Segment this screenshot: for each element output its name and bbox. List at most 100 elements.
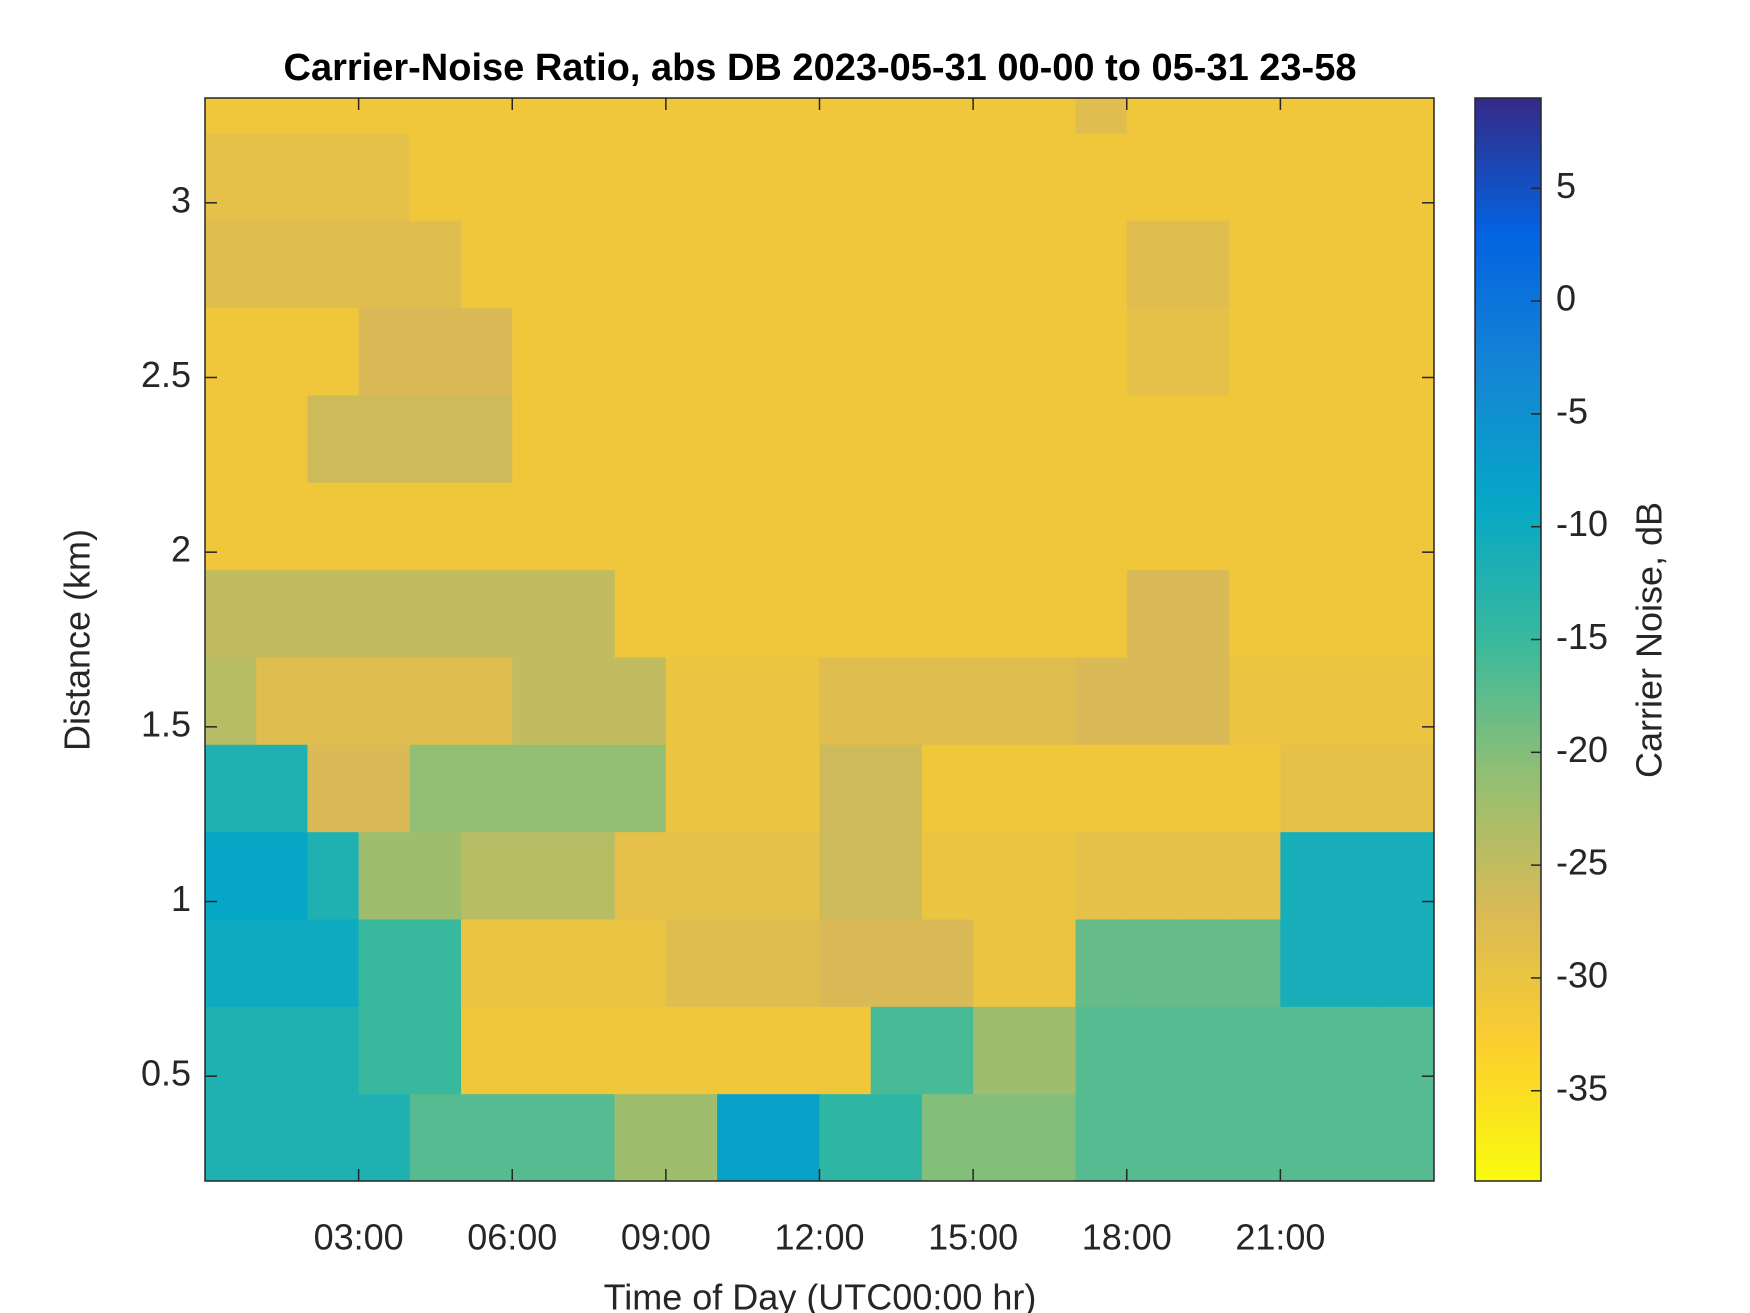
heatmap-cell	[819, 744, 872, 833]
heatmap-cell	[665, 220, 718, 309]
heatmap-cell	[256, 1093, 308, 1182]
heatmap-cell	[665, 656, 718, 745]
heatmap-cell	[819, 132, 872, 221]
heatmap-cell	[205, 394, 257, 483]
heatmap-cell	[1177, 132, 1230, 221]
heatmap-cell	[717, 394, 769, 483]
heatmap-cell	[256, 1006, 308, 1095]
heatmap-cell	[1280, 918, 1333, 1007]
heatmap-cell	[973, 744, 1025, 833]
heatmap-cell	[563, 220, 616, 309]
heatmap-cell	[1331, 307, 1384, 396]
heatmap-cell	[461, 220, 513, 309]
heatmap-cell	[717, 1006, 769, 1095]
heatmap-cell	[1126, 744, 1179, 833]
heatmap-cell	[1075, 220, 1128, 309]
heatmap-cell	[717, 98, 769, 134]
heatmap-cell	[973, 569, 1025, 658]
heatmap-cell	[256, 482, 308, 571]
heatmap-cell	[1331, 918, 1384, 1007]
heatmap-cell	[921, 831, 974, 920]
heatmap-cell	[512, 1006, 564, 1095]
heatmap-cell	[205, 220, 257, 309]
heatmap-cell	[307, 1093, 360, 1182]
heatmap-cell	[307, 1006, 360, 1095]
heatmap-cell	[973, 132, 1025, 221]
heatmap-cell	[614, 132, 667, 221]
heatmap-cell	[256, 569, 308, 658]
colorbar-tick-label: 5	[1556, 165, 1576, 206]
heatmap-cell	[1024, 98, 1077, 134]
y-tick-label: 0.5	[141, 1053, 191, 1094]
heatmap-cell	[563, 132, 616, 221]
heatmap-cell	[717, 831, 769, 920]
heatmap-cell	[409, 98, 462, 134]
heatmap-cell	[921, 656, 974, 745]
heatmap-cell	[870, 744, 923, 833]
heatmap-cell	[1229, 394, 1281, 483]
heatmap-cell	[1331, 656, 1384, 745]
heatmap-cell	[1280, 656, 1333, 745]
colorbar-tick-label: -5	[1556, 390, 1588, 431]
heatmap-cell	[717, 744, 769, 833]
heatmap-cell	[461, 1006, 513, 1095]
heatmap-cell	[409, 394, 462, 483]
heatmap-cell	[358, 744, 411, 833]
heatmap-cell	[1229, 1006, 1281, 1095]
heatmap-cell	[1177, 918, 1230, 1007]
heatmap-cell	[1280, 831, 1333, 920]
heatmap-cell	[1331, 1093, 1384, 1182]
heatmap-cell	[614, 744, 667, 833]
x-axis-label: Time of Day (UTC00:00 hr)	[604, 1277, 1037, 1313]
x-tick-label: 12:00	[774, 1217, 864, 1258]
heatmap-cell	[1280, 482, 1333, 571]
heatmap-cell	[1126, 831, 1179, 920]
heatmap-cell	[461, 394, 513, 483]
heatmap-cell	[665, 569, 718, 658]
heatmap-cell	[1382, 744, 1435, 833]
heatmap-cell	[1229, 132, 1281, 221]
heatmap-cell	[1024, 1093, 1077, 1182]
heatmap-cell	[1382, 132, 1435, 221]
heatmap-cell	[819, 220, 872, 309]
heatmap-cell	[461, 569, 513, 658]
heatmap-cell	[921, 220, 974, 309]
heatmap-cell	[768, 98, 820, 134]
heatmap-cell	[870, 394, 923, 483]
heatmap-cell	[1331, 132, 1384, 221]
heatmap-cell	[768, 744, 820, 833]
heatmap-cell	[973, 1006, 1025, 1095]
heatmap-cell	[768, 918, 820, 1007]
heatmap-cell	[1331, 394, 1384, 483]
heatmap-cell	[1280, 307, 1333, 396]
heatmap-cell	[1280, 569, 1333, 658]
heatmap-cell	[1075, 831, 1128, 920]
heatmap-cell	[973, 307, 1025, 396]
heatmap-cell	[1126, 656, 1179, 745]
heatmap-cell	[205, 656, 257, 745]
heatmap-cell	[768, 394, 820, 483]
heatmap-cell	[1229, 307, 1281, 396]
heatmap-cell	[1024, 918, 1077, 1007]
heatmap-cell	[665, 482, 718, 571]
heatmap-cell	[921, 744, 974, 833]
heatmap-cell	[256, 307, 308, 396]
heatmap-cell	[870, 307, 923, 396]
heatmap-cell	[409, 918, 462, 1007]
heatmap-cell	[1177, 656, 1230, 745]
heatmap-cell	[1280, 1006, 1333, 1095]
heatmap-cell	[921, 1006, 974, 1095]
heatmap-cell	[665, 98, 718, 134]
heatmap-cell	[614, 656, 667, 745]
colorbar-tick-label: 0	[1556, 278, 1576, 319]
heatmap-cell	[717, 1093, 769, 1182]
heatmap-cell	[1280, 98, 1333, 134]
heatmap-cell	[921, 394, 974, 483]
heatmap-cell	[870, 98, 923, 134]
x-tick-label: 15:00	[928, 1217, 1018, 1258]
chart-title: Carrier-Noise Ratio, abs DB 2023-05-31 0…	[284, 47, 1357, 89]
heatmap-cell	[1331, 98, 1384, 134]
heatmap-cell	[717, 918, 769, 1007]
heatmap-cell	[973, 98, 1025, 134]
